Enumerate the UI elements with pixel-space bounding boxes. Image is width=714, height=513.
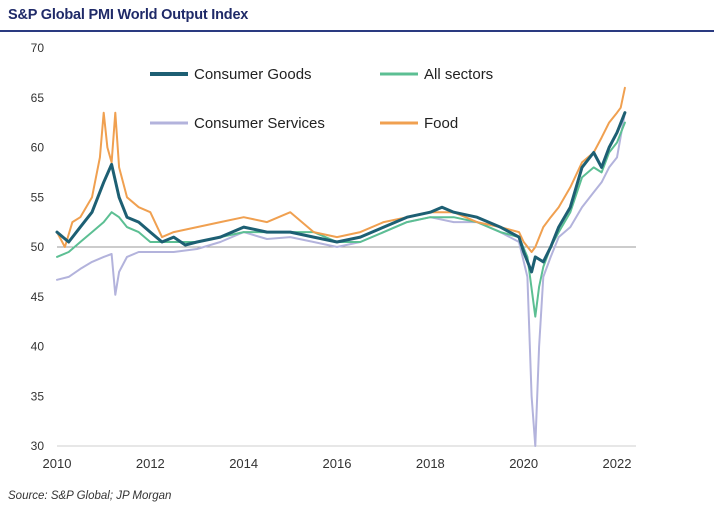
chart-axes: 30 35 40 45 50 55 60 65 70 2010 2012 2014 2016 2018 20… (31, 41, 636, 471)
legend-label: Consumer Goods (194, 66, 312, 83)
x-tick-label: 2010 (43, 456, 72, 471)
legend-label: All sectors (424, 66, 493, 83)
x-tick-label: 2022 (603, 456, 632, 471)
y-tick-label: 45 (31, 290, 45, 304)
legend-label: Food (424, 115, 458, 132)
y-tick-label: 60 (31, 141, 45, 155)
x-tick-label: 2020 (509, 456, 538, 471)
series-line-all-sectors (56, 121, 626, 318)
chart-title: S&P Global PMI World Output Index (8, 7, 249, 23)
series-line-consumer-goods (55, 111, 627, 274)
y-tick-label: 65 (31, 91, 45, 105)
legend-label: Consumer Services (194, 115, 325, 132)
y-tick-label: 35 (31, 389, 45, 403)
y-tick-label: 30 (31, 439, 45, 453)
y-tick-label: 55 (31, 190, 45, 204)
x-tick-label: 2012 (136, 456, 165, 471)
title-divider (0, 30, 714, 32)
x-tick-label: 2014 (229, 456, 258, 471)
y-tick-label: 70 (31, 41, 45, 55)
series-line-food (56, 86, 626, 253)
y-tick-label: 50 (31, 240, 45, 254)
x-tick-label: 2016 (323, 456, 352, 471)
chart-legend: Consumer Goods All sectors Consumer Servic… (150, 66, 493, 132)
x-tick-label: 2018 (416, 456, 445, 471)
source-note: Source: S&P Global; JP Morgan (8, 490, 172, 502)
chart-series (55, 86, 627, 447)
y-tick-label: 40 (31, 340, 45, 354)
